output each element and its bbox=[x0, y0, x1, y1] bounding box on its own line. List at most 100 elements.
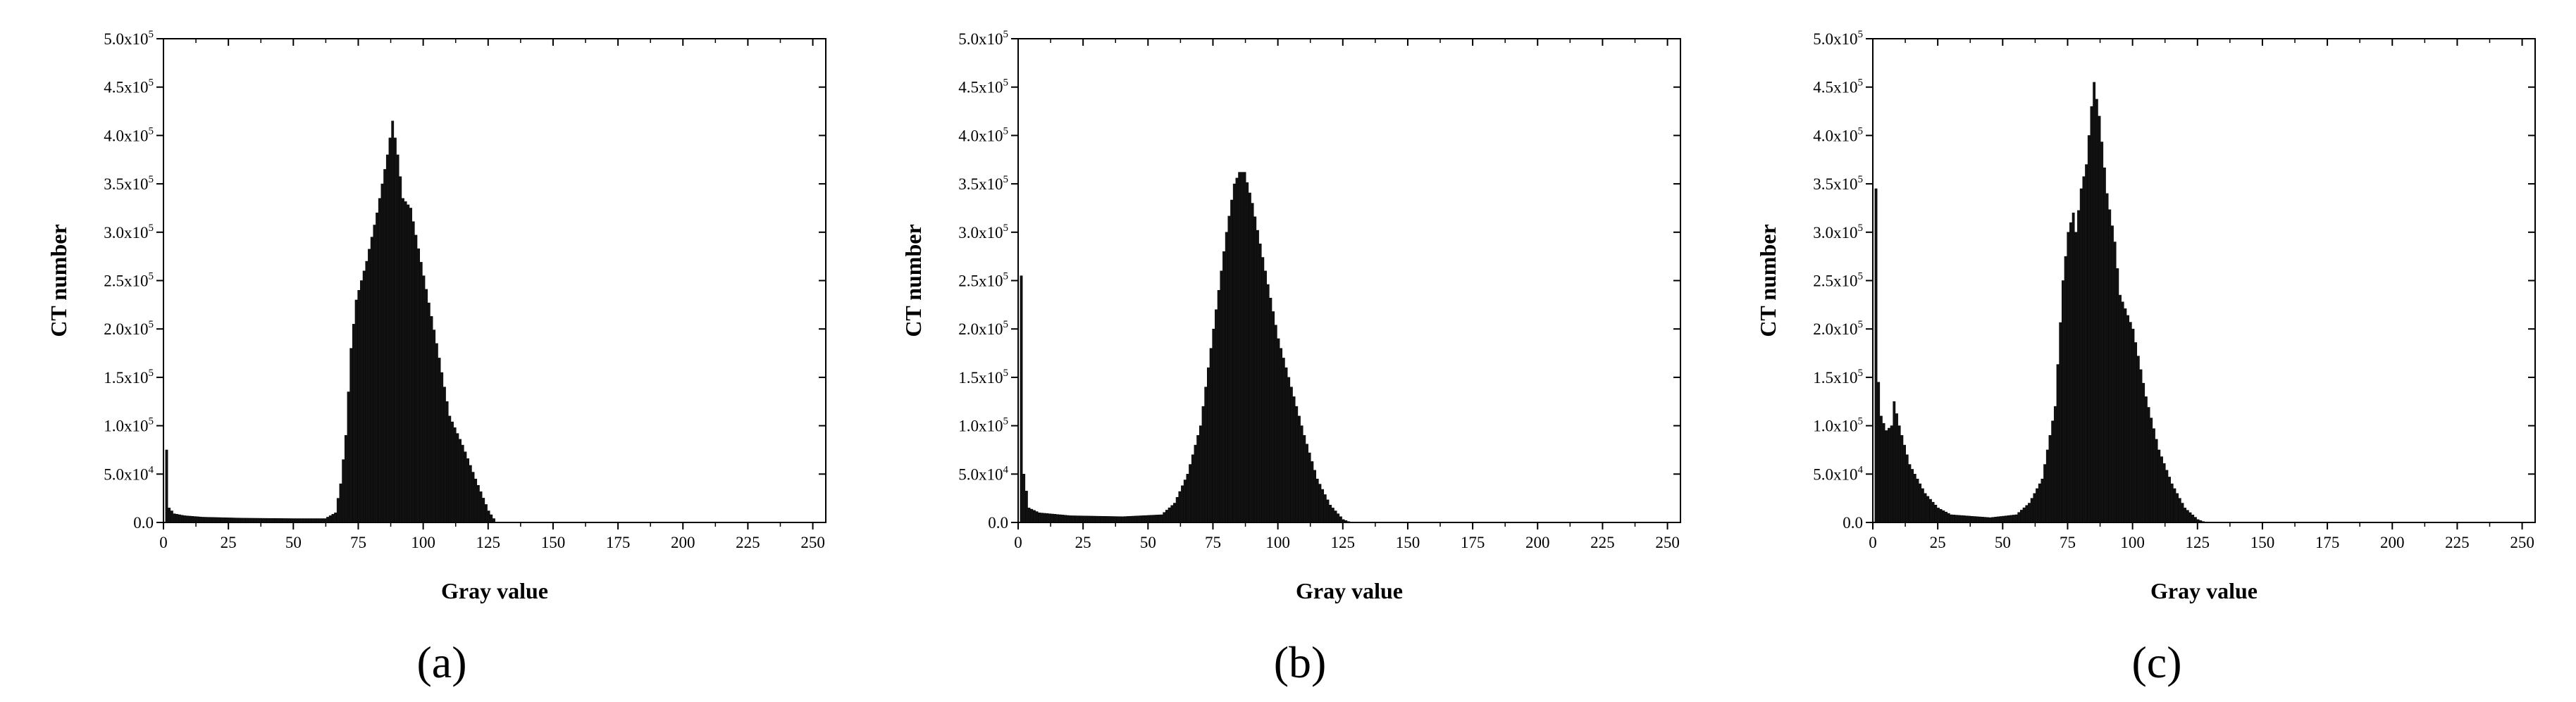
histogram-bar bbox=[2002, 515, 2005, 523]
histogram-bar bbox=[1030, 508, 1034, 523]
histogram-bar bbox=[1323, 494, 1327, 523]
histogram-bar bbox=[188, 515, 192, 523]
histogram-bar bbox=[245, 518, 249, 523]
histogram-bar bbox=[1919, 483, 1922, 523]
histogram-bar bbox=[2014, 514, 2018, 523]
histogram-bar bbox=[482, 498, 485, 523]
histogram-bar bbox=[248, 518, 252, 523]
histogram-bar bbox=[1207, 367, 1210, 523]
histogram-bar bbox=[1905, 454, 1909, 523]
y-tick-label: 4.0x105 bbox=[1813, 125, 1863, 144]
y-axis-title: CT number bbox=[46, 224, 71, 337]
y-tick-label: 2.5x105 bbox=[1813, 271, 1863, 290]
histogram-bar bbox=[1098, 515, 1101, 523]
histogram-bar bbox=[240, 518, 244, 523]
histogram-bar bbox=[1939, 509, 1943, 523]
histogram-bar bbox=[1191, 454, 1194, 523]
histogram-bar bbox=[2168, 477, 2171, 523]
histogram-bar bbox=[204, 517, 207, 523]
histogram-bar bbox=[1175, 497, 1179, 523]
histogram-bar bbox=[471, 472, 475, 523]
x-tick-label: 225 bbox=[2445, 534, 2470, 551]
histogram-bar bbox=[479, 491, 483, 523]
histogram-bar bbox=[1139, 515, 1142, 523]
histogram-bar bbox=[1890, 425, 1893, 523]
histogram-bar bbox=[342, 459, 345, 523]
histogram-bar bbox=[1903, 444, 1906, 523]
plot-frame bbox=[1017, 38, 1681, 523]
histogram-bar bbox=[2147, 407, 2150, 523]
histogram-bar bbox=[2186, 510, 2189, 523]
x-tick-label: 0 bbox=[1014, 534, 1022, 551]
histogram-bar bbox=[1253, 216, 1257, 523]
histogram-bar bbox=[1251, 203, 1254, 523]
histogram-bar bbox=[433, 330, 436, 523]
histogram-bar bbox=[2170, 483, 2174, 523]
y-axis-title: CT number bbox=[1755, 224, 1781, 337]
y-tick-label: 4.5x105 bbox=[104, 77, 154, 96]
histogram-bar bbox=[1178, 491, 1182, 523]
y-tick-label: 1.0x105 bbox=[958, 416, 1008, 435]
x-tick-label: 150 bbox=[1396, 534, 1420, 551]
histogram-bar bbox=[2085, 164, 2088, 523]
histogram-bar bbox=[326, 517, 329, 523]
histogram-bar bbox=[259, 518, 262, 523]
histogram-bar bbox=[1277, 338, 1280, 523]
histogram-bar bbox=[2136, 356, 2140, 523]
histogram-bar bbox=[476, 484, 480, 523]
y-tick-label: 1.5x105 bbox=[104, 368, 154, 387]
panel-label: (c) bbox=[2131, 637, 2181, 687]
histogram-bar bbox=[1929, 499, 1932, 523]
x-tick-label: 225 bbox=[736, 534, 760, 551]
histogram-bar bbox=[297, 518, 301, 523]
x-tick-label: 125 bbox=[476, 534, 501, 551]
y-tick-label: 5.0x105 bbox=[1813, 29, 1863, 48]
histogram-bar bbox=[196, 516, 199, 523]
histogram-bar bbox=[165, 449, 168, 523]
histogram-bar bbox=[2045, 449, 2049, 523]
histogram-bar bbox=[407, 204, 410, 523]
histogram-bar bbox=[448, 415, 452, 523]
histogram-bar bbox=[1046, 513, 1049, 523]
x-tick-label: 75 bbox=[2060, 534, 2076, 551]
histogram-bar bbox=[2142, 382, 2145, 523]
histogram-bar bbox=[1100, 515, 1103, 523]
histogram-bar bbox=[1020, 275, 1023, 523]
histogram-bar bbox=[1900, 435, 1904, 523]
y-tick-label: 4.5x105 bbox=[1813, 77, 1863, 96]
histogram-bar bbox=[1121, 516, 1125, 523]
histogram-bar bbox=[1048, 513, 1051, 523]
histogram-bar bbox=[311, 518, 314, 523]
histogram-bar bbox=[1075, 515, 1077, 523]
histogram-bar bbox=[1950, 514, 1953, 523]
histogram-bar bbox=[1313, 470, 1316, 523]
histogram-bar bbox=[1024, 491, 1028, 523]
histogram-bar bbox=[2191, 515, 2195, 523]
histogram-bar bbox=[1315, 478, 1319, 523]
histogram-bar bbox=[469, 465, 472, 523]
histogram-bar bbox=[1986, 517, 1989, 523]
histogram-bar bbox=[274, 518, 278, 523]
histogram-bar bbox=[1053, 514, 1057, 523]
histogram-bar bbox=[2017, 512, 2021, 523]
histogram-bar bbox=[1033, 510, 1036, 523]
histogram-bar bbox=[1334, 510, 1337, 523]
histogram-bar bbox=[347, 391, 350, 523]
histogram-bar bbox=[1064, 515, 1067, 523]
histogram-bar bbox=[2028, 503, 2031, 523]
histogram-bar bbox=[376, 213, 378, 523]
histogram-bar bbox=[349, 348, 353, 523]
histogram-bar bbox=[287, 518, 290, 523]
histogram-bar bbox=[2010, 515, 2013, 523]
histogram-bars bbox=[1874, 82, 2205, 523]
histogram-bar bbox=[1082, 515, 1085, 523]
histogram-bar bbox=[251, 518, 254, 523]
histogram-bar bbox=[1931, 501, 1935, 523]
histogram-bar bbox=[2139, 369, 2143, 523]
histogram-bar bbox=[485, 504, 488, 523]
y-tick-label: 1.5x105 bbox=[958, 368, 1008, 387]
histogram-bar bbox=[2108, 209, 2112, 523]
histogram-bar bbox=[2051, 420, 2055, 523]
histogram-bar bbox=[2007, 515, 2010, 523]
histogram-bar bbox=[493, 518, 495, 523]
